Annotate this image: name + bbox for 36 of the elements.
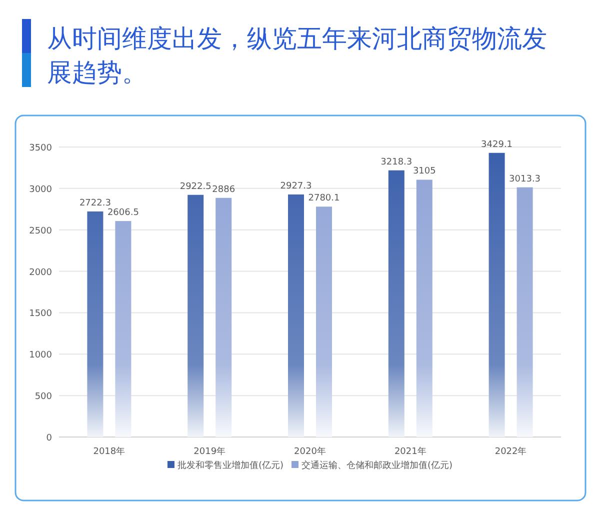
- bar: [115, 221, 132, 437]
- data-label: 2886: [212, 184, 236, 195]
- bar: [516, 187, 533, 437]
- data-label: 3013.3: [509, 174, 541, 184]
- y-tick-label: 3000: [29, 184, 52, 195]
- bar: [288, 194, 304, 437]
- y-tick-label: 500: [34, 392, 52, 402]
- chart-title: 从时间维度出发，纵览五年来河北商贸物流发展趋势。: [47, 23, 548, 89]
- data-label: 3105: [412, 166, 436, 177]
- data-label: 3429.1: [481, 140, 513, 150]
- bar: [316, 206, 332, 437]
- y-tick-label: 0: [46, 434, 52, 444]
- data-label: 2606.5: [107, 208, 139, 218]
- data-label: 3218.3: [380, 157, 412, 168]
- bar: [216, 198, 232, 437]
- bar: [87, 211, 104, 437]
- y-tick-label: 1500: [29, 309, 52, 320]
- y-tick-label: 3500: [29, 144, 52, 154]
- legend-label: 交通运输、仓储和邮政业增加值(亿元): [302, 460, 453, 471]
- bar: [416, 180, 432, 437]
- x-tick-label: 2018年: [93, 446, 126, 457]
- x-tick-label: 2021年: [394, 446, 426, 457]
- bar: [488, 152, 505, 437]
- data-label: 2780.1: [308, 194, 340, 204]
- legend-label: 批发和零售业增加值(亿元): [177, 460, 284, 471]
- x-tick-label: 2019年: [194, 446, 226, 457]
- bar: [388, 170, 404, 437]
- data-label: 2927.3: [280, 181, 312, 192]
- data-label: 2922.5: [180, 182, 212, 192]
- y-tick-label: 1000: [29, 350, 52, 361]
- bar: [188, 194, 204, 437]
- x-tick-label: 2022年: [494, 446, 527, 457]
- y-tick-label: 2000: [29, 268, 52, 278]
- x-tick-label: 2020年: [294, 446, 326, 457]
- data-label: 2722.3: [79, 198, 111, 208]
- y-tick-label: 2500: [29, 226, 52, 236]
